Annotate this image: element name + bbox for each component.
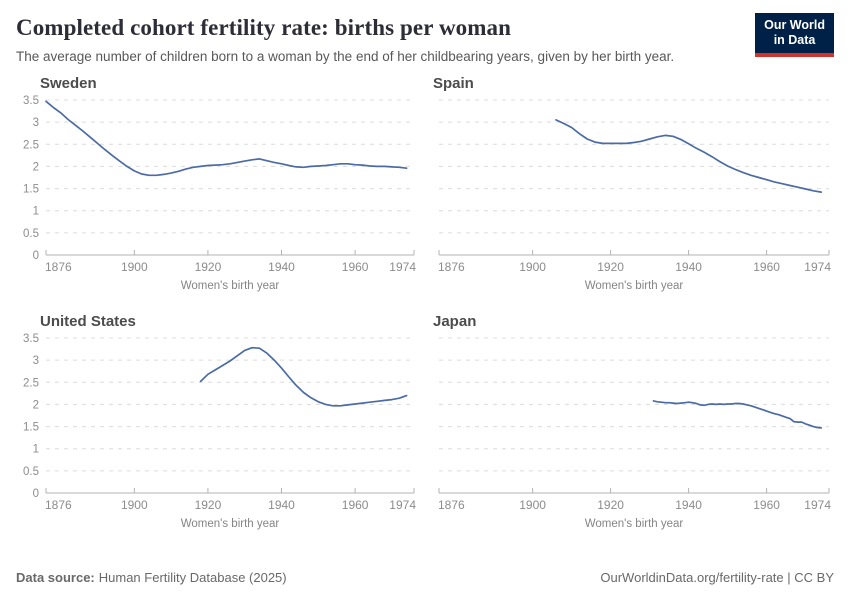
charts-grid: Sweden 0 0.5 1 1.5 2 2.5 3 3.5 1876 1900 1920 1940 19… [0, 75, 850, 531]
y-tick-label: 3.5 [23, 333, 39, 345]
owid-url-link[interactable]: OurWorldinData.org/fertility-rate [600, 570, 784, 585]
page-subtitle: The average number of children born to a… [16, 48, 675, 64]
data-line-sweden [45, 100, 408, 177]
data-line-spain [555, 119, 823, 194]
y-tick-label: 2.5 [23, 139, 39, 151]
y-tick-label: 0 [33, 488, 39, 500]
chart-panel-japan: Japan 1876 1900 1920 1940 1960 1974 Women's bir… [431, 313, 834, 531]
x-tick-label: 1900 [121, 260, 148, 274]
x-tick-label: 1876 [438, 260, 465, 274]
facet-title-united-states: United States [40, 313, 136, 331]
chart-svg-japan: 1876 1900 1920 1940 1960 1974 Women's birth ye… [438, 337, 831, 530]
page-title: Completed cohort fertility rate: births … [16, 15, 512, 40]
x-tick-label: 1940 [675, 498, 702, 512]
owid-logo-line2: in Data [773, 33, 816, 48]
data-source-label: Data source: [16, 570, 95, 585]
chart-panel-sweden: Sweden 0 0.5 1 1.5 2 2.5 3 3.5 1876 1900 1920 1940 19… [16, 75, 419, 293]
x-tick-label: 1974 [804, 260, 831, 274]
owid-logo-line1: Our World [764, 18, 825, 32]
x-axis-title: Women's birth year [585, 518, 684, 530]
y-tick-label: 1 [33, 206, 39, 218]
attribution-note: OurWorldinData.org/fertility-rate | CC B… [600, 570, 834, 585]
x-tick-label: 1900 [121, 498, 148, 512]
y-tick-label: 2 [33, 400, 39, 412]
chart-svg-spain: 1876 1900 1920 1940 1960 1974 Women's birth ye… [438, 99, 831, 292]
data-line-japan [652, 400, 823, 429]
facet-title-sweden: Sweden [40, 75, 97, 93]
x-axis-title: Women's birth year [585, 280, 684, 292]
chart-header: Completed cohort fertility rate: births … [0, 0, 850, 65]
owid-logo: Our World in Data [755, 13, 834, 57]
chart-panel-spain: Spain 1876 1900 1920 1940 1960 1974 Women's bir… [431, 75, 834, 293]
y-tick-label: 1.5 [23, 184, 39, 196]
x-tick-label: 1960 [753, 498, 780, 512]
y-tick-label: 0 [33, 250, 39, 262]
x-axis-title: Women's birth year [181, 518, 280, 530]
y-tick-label: 2 [33, 162, 39, 174]
x-tick-label: 1876 [45, 498, 72, 512]
x-tick-label: 1876 [438, 498, 465, 512]
license-text: | CC BY [783, 570, 834, 585]
y-tick-label: 1 [33, 444, 39, 456]
x-tick-label: 1920 [195, 498, 222, 512]
y-tick-label: 1.5 [23, 422, 39, 434]
x-tick-label: 1920 [597, 498, 624, 512]
x-tick-label: 1940 [268, 260, 295, 274]
chart-svg-united-states: 0 0.5 1 1.5 2 2.5 3 3.5 1876 1900 1920 1940 1960 1974… [23, 333, 416, 530]
data-source-note: Data source: Human Fertility Database (20… [16, 570, 287, 585]
x-tick-label: 1876 [45, 260, 72, 274]
chart-svg-sweden: 0 0.5 1 1.5 2 2.5 3 3.5 1876 1900 1920 1940 1960 1974… [23, 95, 416, 292]
x-tick-label: 1940 [675, 260, 702, 274]
y-tick-label: 2.5 [23, 377, 39, 389]
x-axis-title: Women's birth year [181, 280, 280, 292]
y-tick-label: 3 [33, 117, 39, 129]
data-source-value: Human Fertility Database (2025) [98, 570, 287, 585]
x-tick-label: 1974 [804, 498, 831, 512]
x-tick-label: 1960 [342, 260, 369, 274]
data-line-united-states [199, 346, 408, 407]
x-tick-label: 1920 [195, 260, 222, 274]
x-tick-label: 1960 [342, 498, 369, 512]
y-tick-label: 3 [33, 355, 39, 367]
x-tick-label: 1960 [753, 260, 780, 274]
chart-panel-united-states: United States 0 0.5 1 1.5 2 2.5 3 3.5 1876 1900 192… [16, 313, 419, 531]
x-tick-label: 1940 [268, 498, 295, 512]
x-tick-label: 1920 [597, 260, 624, 274]
facet-title-spain: Spain [433, 75, 474, 93]
x-tick-label: 1900 [519, 498, 546, 512]
y-tick-label: 0.5 [23, 466, 39, 478]
y-tick-label: 0.5 [23, 228, 39, 240]
chart-footer: Data source: Human Fertility Database (20… [0, 560, 850, 600]
x-tick-label: 1974 [389, 498, 416, 512]
x-tick-label: 1974 [389, 260, 416, 274]
facet-title-japan: Japan [433, 313, 477, 331]
y-tick-label: 3.5 [23, 95, 39, 107]
x-tick-label: 1900 [519, 260, 546, 274]
